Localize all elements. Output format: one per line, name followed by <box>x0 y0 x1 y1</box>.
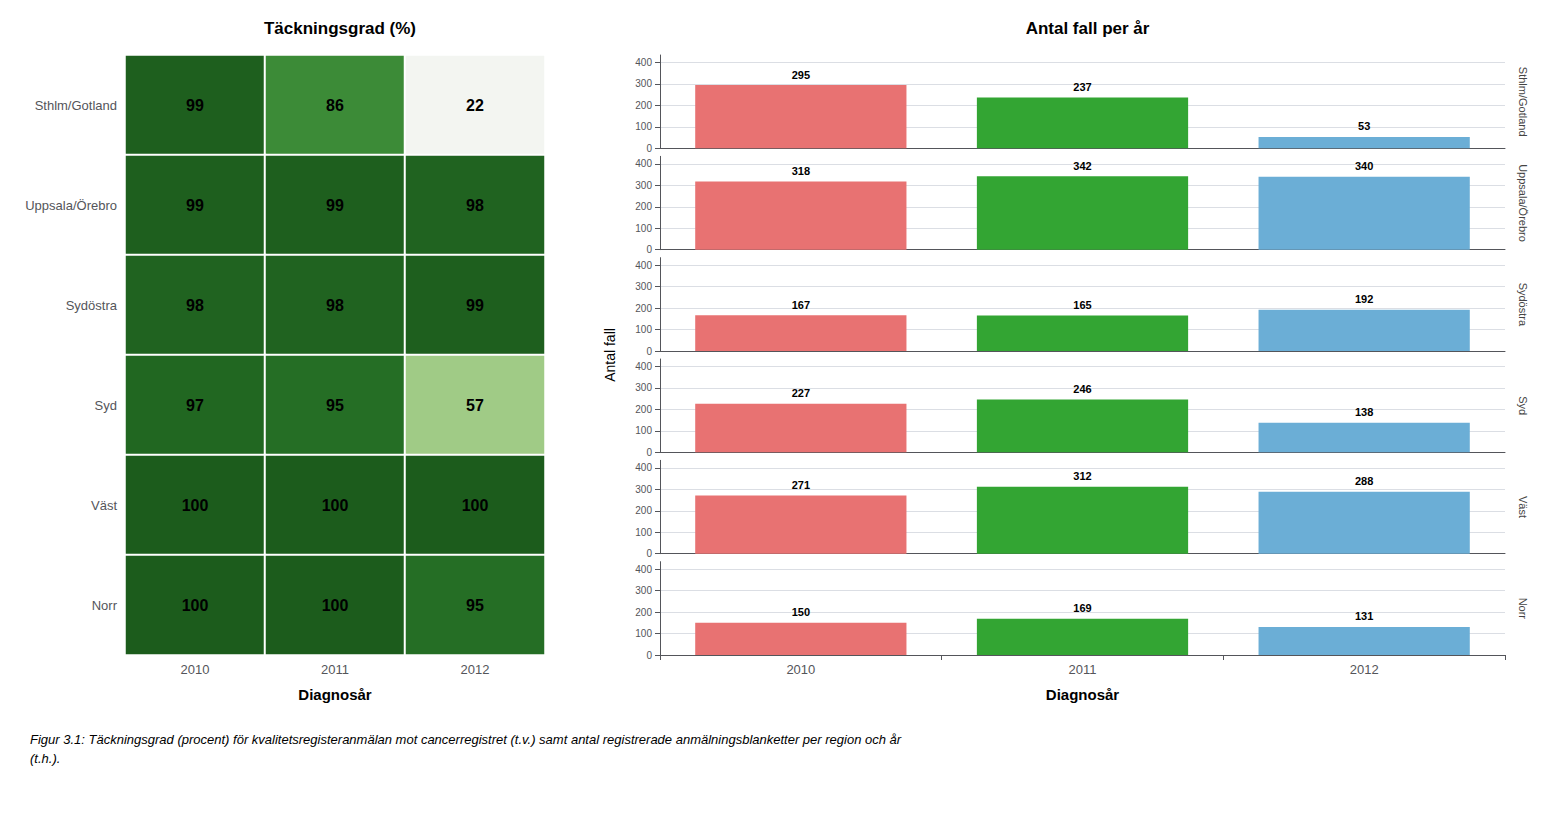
svg-text:0: 0 <box>646 143 652 154</box>
svg-text:100: 100 <box>322 597 349 614</box>
svg-text:Täckningsgrad (%): Täckningsgrad (%) <box>264 19 416 38</box>
svg-text:0: 0 <box>646 447 652 458</box>
svg-text:Uppsala/Örebro: Uppsala/Örebro <box>25 198 117 213</box>
svg-text:100: 100 <box>635 324 652 335</box>
svg-text:99: 99 <box>186 97 204 114</box>
svg-text:97: 97 <box>186 397 204 414</box>
svg-text:Figur 3.1: Täckningsgrad (proc: Figur 3.1: Täckningsgrad (procent) för k… <box>30 732 902 747</box>
svg-text:150: 150 <box>792 606 810 618</box>
svg-text:Diagnosår: Diagnosår <box>298 686 372 703</box>
svg-text:288: 288 <box>1355 475 1373 487</box>
svg-text:0: 0 <box>646 548 652 559</box>
svg-text:Väst: Väst <box>1517 496 1529 518</box>
svg-text:86: 86 <box>326 97 344 114</box>
svg-text:22: 22 <box>466 97 484 114</box>
svg-text:Väst: Väst <box>91 498 117 513</box>
svg-text:Sydöstra: Sydöstra <box>66 298 118 313</box>
svg-text:Norr: Norr <box>92 598 118 613</box>
svg-text:2011: 2011 <box>321 662 349 677</box>
svg-text:246: 246 <box>1073 383 1091 395</box>
svg-text:Antal fall: Antal fall <box>602 328 618 382</box>
svg-text:400: 400 <box>635 260 652 271</box>
svg-text:295: 295 <box>792 69 810 81</box>
svg-text:192: 192 <box>1355 293 1373 305</box>
svg-text:99: 99 <box>186 197 204 214</box>
svg-text:100: 100 <box>322 497 349 514</box>
svg-text:100: 100 <box>635 425 652 436</box>
svg-text:Antal fall per år: Antal fall per år <box>1026 19 1150 38</box>
svg-text:100: 100 <box>182 497 209 514</box>
svg-text:Sydöstra: Sydöstra <box>1517 283 1529 327</box>
svg-text:200: 200 <box>635 201 652 212</box>
svg-text:Uppsala/Örebro: Uppsala/Örebro <box>1517 164 1529 242</box>
svg-text:271: 271 <box>792 479 810 491</box>
svg-text:2012: 2012 <box>1350 662 1379 677</box>
svg-text:2010: 2010 <box>786 662 815 677</box>
svg-text:200: 200 <box>635 404 652 415</box>
svg-text:400: 400 <box>635 57 652 68</box>
svg-text:312: 312 <box>1073 470 1091 482</box>
svg-text:99: 99 <box>466 297 484 314</box>
svg-text:(t.h.).: (t.h.). <box>30 751 60 766</box>
svg-text:100: 100 <box>635 121 652 132</box>
svg-text:98: 98 <box>186 297 204 314</box>
svg-text:100: 100 <box>462 497 489 514</box>
svg-text:Diagnosår: Diagnosår <box>1046 686 1120 703</box>
svg-text:342: 342 <box>1073 160 1091 172</box>
svg-text:300: 300 <box>635 382 652 393</box>
svg-text:0: 0 <box>646 244 652 255</box>
svg-text:100: 100 <box>182 597 209 614</box>
svg-text:Syd: Syd <box>95 398 117 413</box>
svg-text:400: 400 <box>635 462 652 473</box>
svg-text:237: 237 <box>1073 81 1091 93</box>
svg-text:2012: 2012 <box>461 662 490 677</box>
svg-text:200: 200 <box>635 607 652 618</box>
svg-text:100: 100 <box>635 223 652 234</box>
svg-text:300: 300 <box>635 484 652 495</box>
svg-text:400: 400 <box>635 158 652 169</box>
svg-text:300: 300 <box>635 78 652 89</box>
svg-text:200: 200 <box>635 100 652 111</box>
svg-text:53: 53 <box>1358 120 1370 132</box>
svg-text:Sthlm/Gotland: Sthlm/Gotland <box>1517 67 1529 137</box>
svg-text:400: 400 <box>635 564 652 575</box>
svg-text:57: 57 <box>466 397 484 414</box>
svg-text:100: 100 <box>635 628 652 639</box>
svg-text:Syd: Syd <box>1517 396 1529 415</box>
svg-text:98: 98 <box>326 297 344 314</box>
svg-text:300: 300 <box>635 281 652 292</box>
svg-text:169: 169 <box>1073 602 1091 614</box>
svg-text:95: 95 <box>466 597 484 614</box>
svg-text:Norr: Norr <box>1517 598 1529 620</box>
svg-text:131: 131 <box>1355 610 1373 622</box>
svg-text:318: 318 <box>792 165 810 177</box>
svg-text:227: 227 <box>792 387 810 399</box>
svg-text:2010: 2010 <box>181 662 210 677</box>
svg-text:340: 340 <box>1355 160 1373 172</box>
svg-text:2011: 2011 <box>1069 662 1097 677</box>
svg-text:100: 100 <box>635 527 652 538</box>
svg-text:165: 165 <box>1073 299 1091 311</box>
svg-text:Sthlm/Gotland: Sthlm/Gotland <box>35 98 117 113</box>
svg-text:400: 400 <box>635 361 652 372</box>
svg-text:0: 0 <box>646 346 652 357</box>
svg-text:98: 98 <box>466 197 484 214</box>
svg-text:99: 99 <box>326 197 344 214</box>
svg-text:95: 95 <box>326 397 344 414</box>
svg-text:300: 300 <box>635 585 652 596</box>
svg-text:300: 300 <box>635 180 652 191</box>
svg-text:0: 0 <box>646 650 652 661</box>
svg-text:167: 167 <box>792 299 810 311</box>
svg-text:200: 200 <box>635 303 652 314</box>
svg-text:138: 138 <box>1355 406 1373 418</box>
svg-text:200: 200 <box>635 505 652 516</box>
